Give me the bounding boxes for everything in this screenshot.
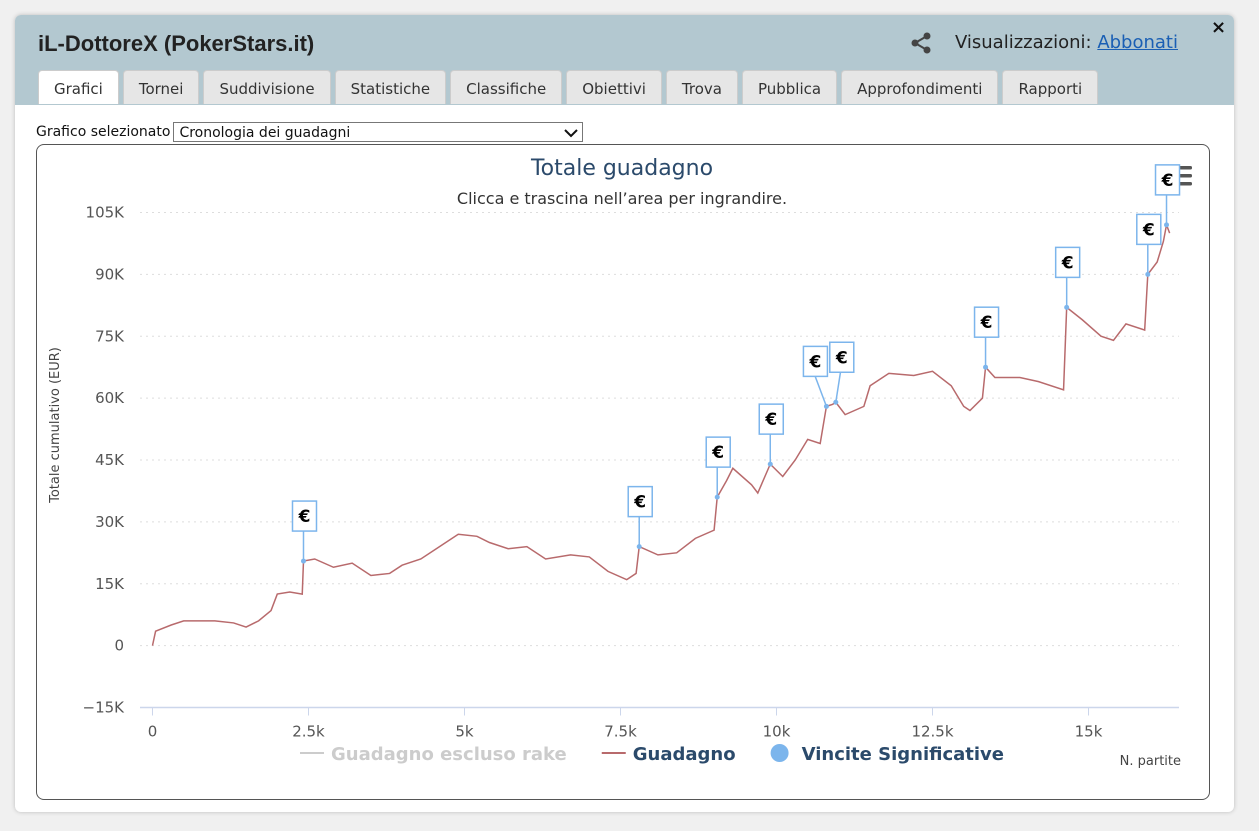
flag-pole [813, 374, 828, 407]
x-tick-label: 2.5k [292, 723, 325, 741]
point [300, 558, 306, 564]
flag-box [1054, 246, 1081, 279]
x-tick-label: 5k [455, 723, 474, 741]
select-value: Cronologia dei guadagni [179, 125, 351, 141]
x-tick-label: 10k [763, 723, 791, 741]
point [714, 494, 720, 500]
chart-subtitle: Clicca e trascina nell’area per ingrandi… [457, 189, 787, 208]
tab[interactable]: Tornei [122, 70, 200, 104]
flag-label: € [980, 313, 993, 333]
select-label: Grafico selezionato [36, 124, 171, 140]
flag-pole [835, 370, 842, 403]
chart-select[interactable]: Cronologia dei guadagni [173, 122, 584, 142]
flag-label: € [711, 443, 724, 463]
flag-label: € [1161, 171, 1174, 191]
x-tick-label: 7.5k [604, 723, 637, 741]
tab[interactable]: Grafici [38, 70, 119, 104]
tabs: Grafici Tornei Suddivisione Statistiche Clas… [38, 70, 1099, 104]
x-tick-label: 12.5k [911, 723, 953, 741]
flag-box [291, 500, 318, 532]
x-axis-label: N. partite [1120, 754, 1181, 769]
window-header: iL-DottoreX (PokerStars.it) Visualizzazi… [15, 15, 1234, 105]
tab[interactable]: Suddivisione [203, 70, 331, 104]
y-tick-label: 60K [95, 389, 125, 407]
tab[interactable]: Trova [665, 70, 738, 104]
tab[interactable]: Classifiche [450, 70, 563, 104]
y-tick-label: 0 [114, 637, 124, 655]
flag-label: € [1142, 220, 1155, 240]
point [823, 403, 829, 409]
point [1064, 304, 1070, 310]
window-title: iL-DottoreX (PokerStars.it) [38, 31, 315, 56]
share-icon[interactable] [910, 32, 932, 54]
chart-title: Totale guadagno [530, 156, 713, 181]
flag-box [802, 345, 829, 378]
flag-box [1136, 213, 1162, 246]
views-label: Visualizzazioni: [954, 32, 1092, 53]
legend-symbol [770, 744, 789, 762]
y-tick-label: 105K [86, 204, 126, 222]
window: iL-DottoreX (PokerStars.it) Visualizzazi… [15, 15, 1234, 812]
select-arrow [564, 129, 579, 138]
y-tick-label: 75K [95, 327, 125, 345]
y-tick-label: 15K [95, 575, 125, 593]
point [636, 544, 642, 550]
legend-label[interactable]: Guadagno [633, 744, 736, 765]
tab[interactable]: Obiettivi [566, 70, 662, 104]
flag-box [973, 306, 1000, 338]
select-row: Grafico selezionato Cronologia dei guadag… [36, 122, 584, 142]
legend-label[interactable]: Vincite Significative [802, 744, 1004, 765]
legend-label[interactable]: Guadagno escluso rake [331, 744, 567, 765]
chart: Totale guadagno Clicca e trascina nell’ar… [48, 156, 1192, 769]
y-tick-label: 45K [95, 451, 125, 469]
point [833, 399, 839, 405]
line [151, 222, 1171, 646]
point [1145, 271, 1151, 277]
flag-label: € [809, 352, 822, 372]
y-tick-label: −15K [83, 699, 126, 717]
chart-container: Totale guadagno Clicca e trascina nell’ar… [36, 144, 1210, 800]
y-tick-label: 30K [95, 513, 125, 531]
flag-label: € [633, 493, 646, 513]
point [767, 461, 773, 467]
flag-label: € [835, 348, 848, 368]
tab[interactable]: Statistiche [334, 70, 447, 104]
flag-box [627, 485, 653, 518]
tab[interactable]: Rapporti [1002, 70, 1099, 104]
flag-box [705, 436, 731, 468]
flag-label: € [298, 507, 311, 527]
flag-box [1154, 164, 1181, 196]
flag-box [829, 341, 855, 373]
y-tick-label: 90K [95, 265, 125, 283]
flag-label: € [1061, 253, 1074, 273]
x-tick-label: 0 [148, 723, 158, 741]
tab[interactable]: Pubblica [741, 70, 838, 104]
flag-box [758, 403, 785, 435]
y-axis-label: Totale cumulativo (EUR) [48, 347, 63, 504]
flag-label: € [764, 410, 777, 430]
tab[interactable]: Approfondimenti [841, 70, 999, 104]
point [1164, 222, 1170, 228]
point [983, 364, 989, 370]
views-link[interactable]: Abbonati [1097, 32, 1178, 53]
views: Visualizzazioni: Abbonati [955, 32, 1178, 53]
close-button[interactable]: × [1211, 17, 1227, 38]
x-tick-label: 15k [1075, 723, 1103, 741]
